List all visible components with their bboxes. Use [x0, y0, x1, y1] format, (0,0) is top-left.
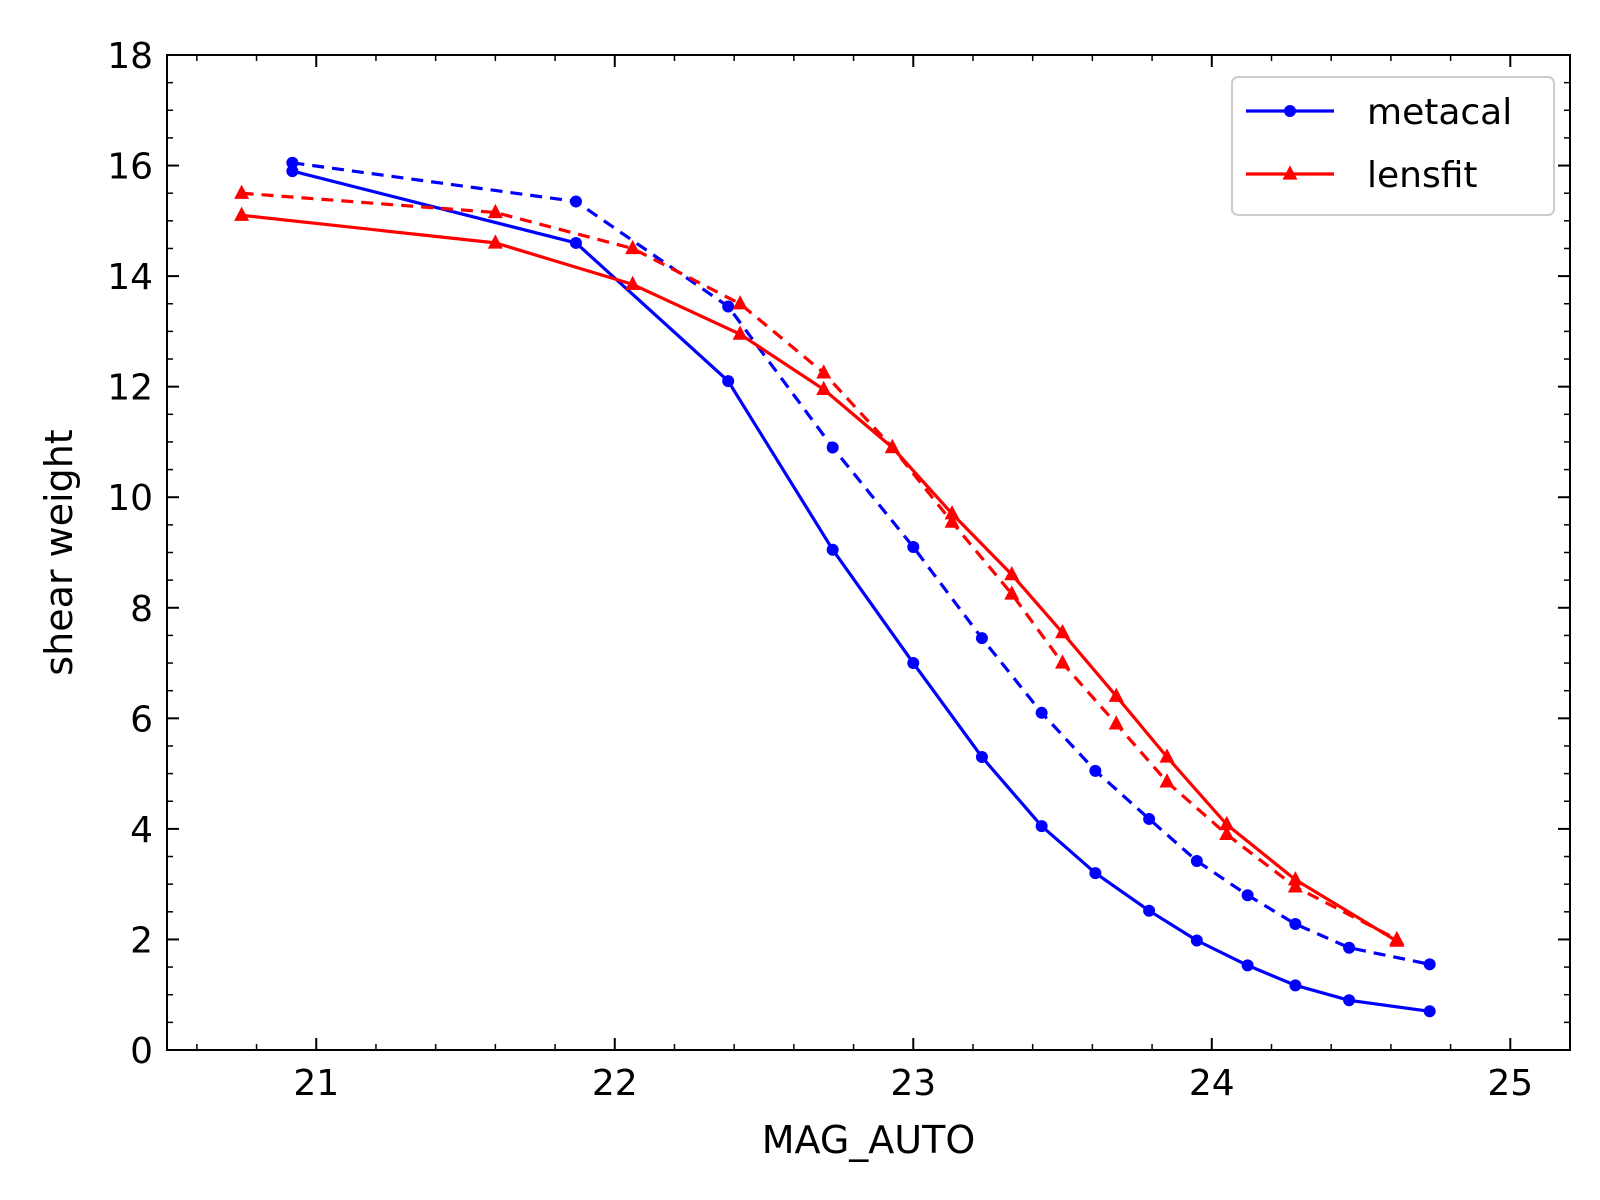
data-point — [1190, 854, 1203, 867]
y-axis-label: shear weight — [37, 429, 81, 675]
series-3 — [234, 184, 1405, 946]
y-tick-label: 12 — [107, 368, 153, 409]
x-tick-label: 24 — [1189, 1063, 1235, 1104]
x-tick-label: 22 — [592, 1063, 638, 1104]
series-line — [241, 191, 1398, 941]
data-point — [1343, 994, 1356, 1007]
legend-entry-lensfit: lensfit — [1246, 155, 1478, 196]
data-point — [1389, 930, 1405, 946]
legend-label: lensfit — [1367, 155, 1478, 196]
data-point — [625, 239, 641, 255]
data-point — [286, 165, 299, 178]
data-point — [1143, 812, 1156, 825]
y-tick-label: 18 — [107, 36, 153, 77]
data-point — [1004, 585, 1020, 600]
data-point — [816, 364, 832, 379]
data-point — [975, 632, 988, 645]
x-tick-label: 25 — [1487, 1063, 1533, 1104]
legend-entry-metacal: metacal — [1246, 92, 1512, 133]
x-tick-label: 21 — [293, 1063, 339, 1104]
data-point — [1108, 715, 1124, 730]
data-point — [732, 325, 748, 340]
legend-marker — [1284, 105, 1296, 117]
data-point — [1219, 825, 1235, 841]
data-point — [1241, 959, 1254, 972]
data-point — [722, 375, 735, 388]
legend-marker — [1282, 165, 1298, 180]
data-point — [1159, 773, 1175, 788]
data-point — [826, 441, 839, 454]
data-point — [1055, 654, 1071, 669]
data-point — [907, 540, 920, 553]
data-point — [1423, 958, 1436, 971]
y-tick-label: 16 — [107, 147, 153, 188]
data-point — [569, 236, 582, 249]
data-point — [1035, 820, 1048, 833]
data-point — [625, 275, 641, 291]
data-point — [487, 203, 503, 219]
x-tick-label: 23 — [890, 1063, 936, 1104]
data-point — [286, 156, 299, 169]
y-tick-label: 14 — [107, 257, 153, 298]
data-point — [487, 234, 503, 249]
series-line — [292, 169, 1430, 1013]
data-point — [1159, 748, 1175, 763]
data-point — [1089, 867, 1102, 880]
data-point — [1343, 941, 1356, 954]
data-point — [826, 543, 839, 556]
series-0 — [286, 165, 1436, 1018]
data-point — [1287, 871, 1303, 886]
data-point — [975, 751, 988, 764]
y-tick-label: 0 — [130, 1031, 153, 1072]
x-axis-label: MAG_AUTO — [762, 1118, 976, 1162]
data-point — [1143, 904, 1156, 917]
data-point — [1241, 889, 1254, 902]
series-1 — [286, 156, 1436, 971]
data-point — [1190, 934, 1203, 947]
data-point — [1089, 764, 1102, 777]
data-point — [234, 184, 250, 199]
data-point — [1289, 917, 1302, 930]
data-point — [1055, 624, 1071, 639]
legend-label: metacal — [1367, 92, 1512, 133]
data-point — [569, 195, 582, 208]
data-point — [1287, 878, 1303, 893]
y-tick-label: 2 — [130, 920, 153, 961]
y-tick-label: 4 — [130, 810, 153, 851]
series-line — [241, 213, 1398, 943]
data-point — [1108, 687, 1124, 702]
data-point — [1004, 565, 1020, 581]
y-tick-label: 10 — [107, 478, 153, 519]
data-point — [816, 380, 832, 396]
data-point — [907, 657, 920, 670]
data-point — [1423, 1005, 1436, 1018]
y-tick-label: 8 — [130, 589, 153, 630]
data-point — [1219, 815, 1235, 831]
data-point — [1035, 706, 1048, 719]
series-line — [292, 161, 1431, 966]
data-point — [884, 438, 900, 454]
data-point — [732, 295, 748, 310]
series-2 — [234, 206, 1405, 947]
data-point — [234, 206, 250, 221]
data-point — [944, 513, 960, 528]
y-tick-label: 6 — [130, 699, 153, 740]
data-point — [944, 505, 960, 520]
legend: metacal lensfit — [1231, 76, 1555, 216]
data-point — [722, 300, 735, 313]
data-point — [1289, 979, 1302, 992]
